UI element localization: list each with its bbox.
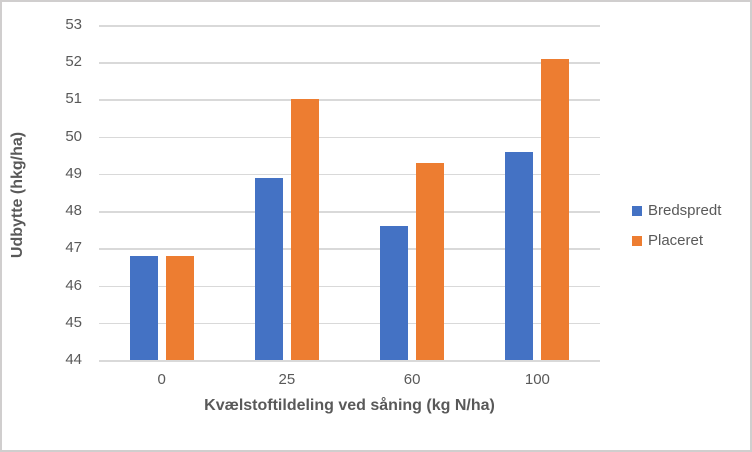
legend-label: Bredspredt	[648, 202, 722, 219]
bar-placeret-0	[165, 255, 194, 360]
legend: Bredspredt Placeret	[632, 201, 721, 261]
y-tick-label: 51	[65, 90, 82, 108]
gridline	[99, 25, 600, 27]
gridline	[99, 173, 600, 176]
gridline	[99, 285, 600, 288]
bar-placeret-25	[290, 99, 319, 360]
x-axis-title: Kvælstoftildeling ved såning (kg N/ha)	[204, 397, 495, 414]
gridline	[99, 136, 600, 139]
y-tick-label: 50	[65, 127, 82, 145]
y-axis-ticks: 44 45 46 47 48 49 50 51 52 53	[42, 2, 82, 450]
bar-bredspredt-60	[380, 226, 409, 360]
bar-placeret-60	[416, 162, 445, 360]
x-tick-label: 25	[278, 371, 296, 388]
gridline	[99, 62, 600, 64]
y-tick-label: 45	[65, 313, 82, 331]
gridline	[99, 248, 600, 250]
y-tick-label: 44	[65, 351, 82, 368]
y-tick-label: 49	[65, 164, 82, 182]
x-tick-label: 60	[403, 371, 421, 388]
plot-area	[99, 25, 600, 362]
y-tick-label: 53	[65, 16, 82, 33]
y-tick-label: 48	[65, 202, 82, 220]
y-tick-label: 47	[65, 239, 82, 257]
gridline	[99, 99, 600, 101]
y-tick-label: 52	[65, 53, 82, 71]
x-tick-label: 100	[524, 371, 550, 388]
legend-label: Placeret	[648, 232, 704, 249]
legend-swatch-icon	[632, 235, 642, 246]
bar-bredspredt-0	[129, 255, 158, 360]
legend-item-placeret: Placeret	[632, 231, 721, 250]
legend-item-bredspredt: Bredspredt	[632, 201, 721, 220]
gridline	[99, 322, 600, 325]
y-axis-title: Udbytte (hkg/ha)	[9, 131, 26, 259]
legend-swatch-icon	[632, 205, 642, 216]
x-tick-label: 0	[157, 371, 166, 388]
bar-placeret-100	[541, 58, 570, 360]
gridline	[99, 211, 600, 213]
y-tick-label: 46	[65, 276, 82, 294]
bar-bredspredt-25	[254, 177, 283, 360]
bar-bredspredt-100	[505, 151, 534, 360]
x-axis-ticks: 0 25 60 100	[2, 370, 750, 390]
